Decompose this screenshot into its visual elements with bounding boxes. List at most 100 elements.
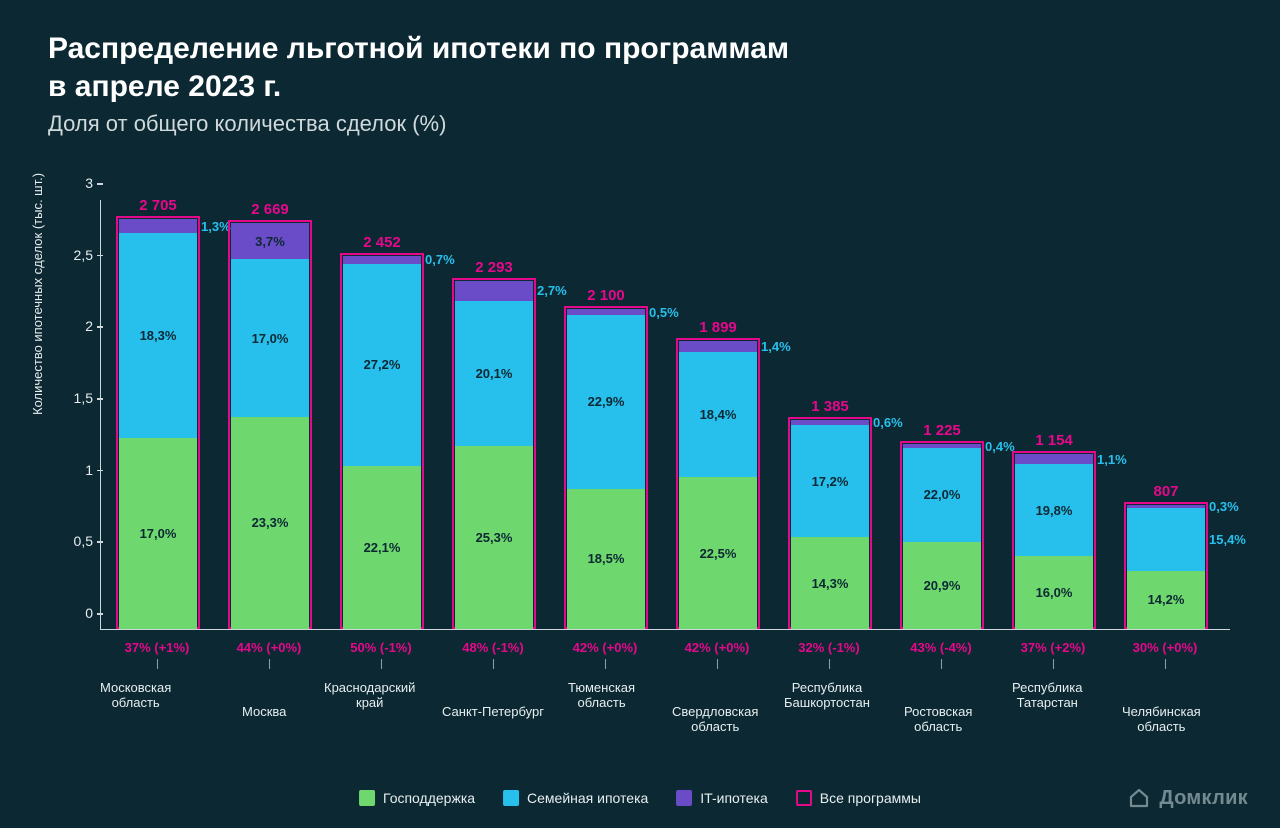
bar-segment-green: 16,0% <box>1015 556 1093 629</box>
region-label: Москва <box>242 704 286 719</box>
x-share-label: 43% (-4%) <box>902 640 980 655</box>
segment-label: 27,2% <box>364 357 401 372</box>
x-label-column: 37% (+1%)Московскаяобласть <box>118 640 196 669</box>
bar-column: 1 8991,4%18,4%22,5% <box>679 341 757 629</box>
x-tick <box>1165 659 1166 669</box>
segment-label: 17,0% <box>252 331 289 346</box>
legend-item-green: Господдержка <box>359 790 475 806</box>
x-label-column: 48% (-1%)Санкт-Петербург <box>454 640 532 669</box>
bar-total-label: 2 705 <box>139 197 177 214</box>
segment-label: 25,3% <box>476 530 513 545</box>
bar-segment-purple: 1,1% <box>1015 454 1093 464</box>
x-tick <box>269 659 270 669</box>
bar-segment-blue: 17,2% <box>791 425 869 537</box>
bar-total-label: 2 452 <box>363 234 401 251</box>
x-share-label: 42% (+0%) <box>678 640 756 655</box>
region-label: Челябинскаяобласть <box>1122 704 1201 734</box>
x-label-column: 37% (+2%)РеспубликаТатарстан <box>1014 640 1092 669</box>
x-share-label: 32% (-1%) <box>790 640 868 655</box>
segment-label: 14,2% <box>1148 592 1185 607</box>
legend-item-purple: IT-ипотека <box>676 790 767 806</box>
segment-label: 0,7% <box>425 252 455 267</box>
segment-label: 22,5% <box>700 546 737 561</box>
bar-column: 2 4520,7%27,2%22,1% <box>343 256 421 629</box>
bar-segment-green: 18,5% <box>567 489 645 629</box>
brand-text: Домклик <box>1159 787 1248 810</box>
segment-label: 14,3% <box>812 576 849 591</box>
legend-swatch-blue <box>503 790 519 806</box>
bar-segment-green: 14,3% <box>791 537 869 629</box>
plot-area: 2 7051,3%18,3%17,0%2 6693,7%17,0%23,3%2 … <box>100 200 1230 630</box>
segment-label: 20,9% <box>924 578 961 593</box>
bar-total-label: 1 154 <box>1035 432 1073 449</box>
segment-label: 17,0% <box>140 526 177 541</box>
bar-segment-purple: 1,4% <box>679 341 757 352</box>
segment-label: 1,1% <box>1097 452 1127 467</box>
bar-column: 1 2250,4%22,0%20,9% <box>903 444 981 629</box>
y-tick: 1,5 <box>53 390 93 406</box>
bar-total-label: 1 385 <box>811 398 849 415</box>
region-label: Санкт-Петербург <box>442 704 544 719</box>
bar-segment-green: 17,0% <box>119 438 197 629</box>
legend-label-green: Господдержка <box>383 790 475 806</box>
bar-segment-blue: 18,4% <box>679 352 757 477</box>
segment-label: 15,4% <box>1209 532 1246 547</box>
legend-swatch-purple <box>676 790 692 806</box>
segment-label: 18,3% <box>140 328 177 343</box>
legend-item-blue: Семейная ипотека <box>503 790 648 806</box>
bar-segment-green: 22,1% <box>343 466 421 629</box>
y-tick: 0,5 <box>53 533 93 549</box>
y-tick: 0 <box>53 605 93 621</box>
bar-total-label: 2 669 <box>251 201 289 218</box>
legend-swatch-green <box>359 790 375 806</box>
bar-segment-blue: 20,1% <box>455 301 533 446</box>
legend: Господдержка Семейная ипотека IT-ипотека… <box>359 790 921 806</box>
chart-subtitle: Доля от общего количества сделок (%) <box>48 111 1232 137</box>
region-label: Краснодарскийкрай <box>324 680 415 710</box>
segment-label: 2,7% <box>537 283 567 298</box>
region-label: РеспубликаБашкортостан <box>784 680 870 710</box>
x-label-column: 42% (+0%)Тюменскаяобласть <box>566 640 644 669</box>
y-axis-label: Количество ипотечных сделок (тыс. шт.) <box>30 173 45 415</box>
bar-column: 2 6693,7%17,0%23,3% <box>231 223 309 629</box>
bar-segment-purple: 1,3% <box>119 219 197 233</box>
x-label-column: 30% (+0%)Челябинскаяобласть <box>1126 640 1204 669</box>
segment-label: 19,8% <box>1036 503 1073 518</box>
x-tick <box>1053 659 1054 669</box>
x-tick <box>941 659 942 669</box>
bar-segment-purple: 3,7% <box>231 223 309 259</box>
y-tick: 3 <box>53 175 93 191</box>
x-tick <box>157 659 158 669</box>
x-share-label: 37% (+1%) <box>118 640 196 655</box>
legend-label-blue: Семейная ипотека <box>527 790 648 806</box>
region-label: РеспубликаТатарстан <box>1012 680 1082 710</box>
segment-label: 0,6% <box>873 415 903 430</box>
region-label: Свердловскаяобласть <box>672 704 758 734</box>
x-label-column: 44% (+0%)Москва <box>230 640 308 669</box>
x-share-label: 30% (+0%) <box>1126 640 1204 655</box>
region-label: Тюменскаяобласть <box>568 680 635 710</box>
bar-column: 2 1000,5%22,9%18,5% <box>567 309 645 629</box>
bars-container: 2 7051,3%18,3%17,0%2 6693,7%17,0%23,3%2 … <box>101 200 1230 629</box>
bar-segment-purple: 2,7% <box>455 281 533 301</box>
x-tick <box>493 659 494 669</box>
segment-label: 17,2% <box>812 474 849 489</box>
chart-title: Распределение льготной ипотеки по програ… <box>48 30 1232 105</box>
bar-total-label: 2 293 <box>475 259 513 276</box>
house-icon <box>1127 786 1151 810</box>
segment-label: 16,0% <box>1036 585 1073 600</box>
bar-segment-blue: 15,4% <box>1127 508 1205 571</box>
bar-total-label: 1 899 <box>699 319 737 336</box>
segment-label: 0,3% <box>1209 499 1239 514</box>
segment-label: 18,5% <box>588 551 625 566</box>
bar-segment-green: 22,5% <box>679 477 757 629</box>
bar-segment-green: 14,2% <box>1127 571 1205 629</box>
legend-swatch-outline <box>796 790 812 806</box>
x-label-column: 50% (-1%)Краснодарскийкрай <box>342 640 420 669</box>
segment-label: 0,5% <box>649 305 679 320</box>
x-axis-labels: 37% (+1%)Московскаяобласть 44% (+0%)Москв… <box>100 640 1230 669</box>
x-tick <box>829 659 830 669</box>
y-tick: 2,5 <box>53 247 93 263</box>
x-share-label: 37% (+2%) <box>1014 640 1092 655</box>
x-tick <box>717 659 718 669</box>
